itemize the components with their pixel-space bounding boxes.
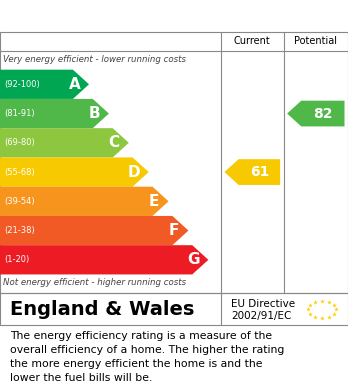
Text: Not energy efficient - higher running costs: Not energy efficient - higher running co…	[3, 278, 187, 287]
Polygon shape	[0, 158, 149, 187]
Text: (39-54): (39-54)	[4, 197, 35, 206]
Text: Current: Current	[234, 36, 271, 47]
Text: 2002/91/EC: 2002/91/EC	[231, 311, 292, 321]
Text: EU Directive: EU Directive	[231, 300, 295, 309]
Polygon shape	[0, 187, 168, 216]
Text: E: E	[149, 194, 159, 209]
Text: (69-80): (69-80)	[4, 138, 35, 147]
Text: F: F	[169, 223, 179, 238]
Text: Potential: Potential	[294, 36, 337, 47]
Text: (81-91): (81-91)	[4, 109, 35, 118]
Text: 82: 82	[313, 107, 333, 120]
Polygon shape	[0, 245, 208, 274]
Text: (92-100): (92-100)	[4, 80, 40, 89]
Text: C: C	[109, 135, 120, 150]
Polygon shape	[0, 70, 89, 99]
Text: 61: 61	[250, 165, 269, 179]
Polygon shape	[0, 99, 109, 128]
Text: D: D	[128, 165, 141, 179]
Text: (55-68): (55-68)	[4, 168, 35, 177]
Text: (21-38): (21-38)	[4, 226, 35, 235]
Text: (1-20): (1-20)	[4, 255, 30, 264]
Text: Very energy efficient - lower running costs: Very energy efficient - lower running co…	[3, 55, 187, 64]
Text: Energy Efficiency Rating: Energy Efficiency Rating	[10, 9, 232, 23]
Text: G: G	[188, 252, 200, 267]
Polygon shape	[0, 128, 129, 158]
Text: England & Wales: England & Wales	[10, 300, 195, 319]
Text: A: A	[69, 77, 80, 92]
Polygon shape	[224, 159, 280, 185]
Polygon shape	[287, 100, 345, 126]
Text: The energy efficiency rating is a measure of the
overall efficiency of a home. T: The energy efficiency rating is a measur…	[10, 330, 285, 382]
Text: B: B	[89, 106, 100, 121]
Polygon shape	[0, 216, 189, 245]
